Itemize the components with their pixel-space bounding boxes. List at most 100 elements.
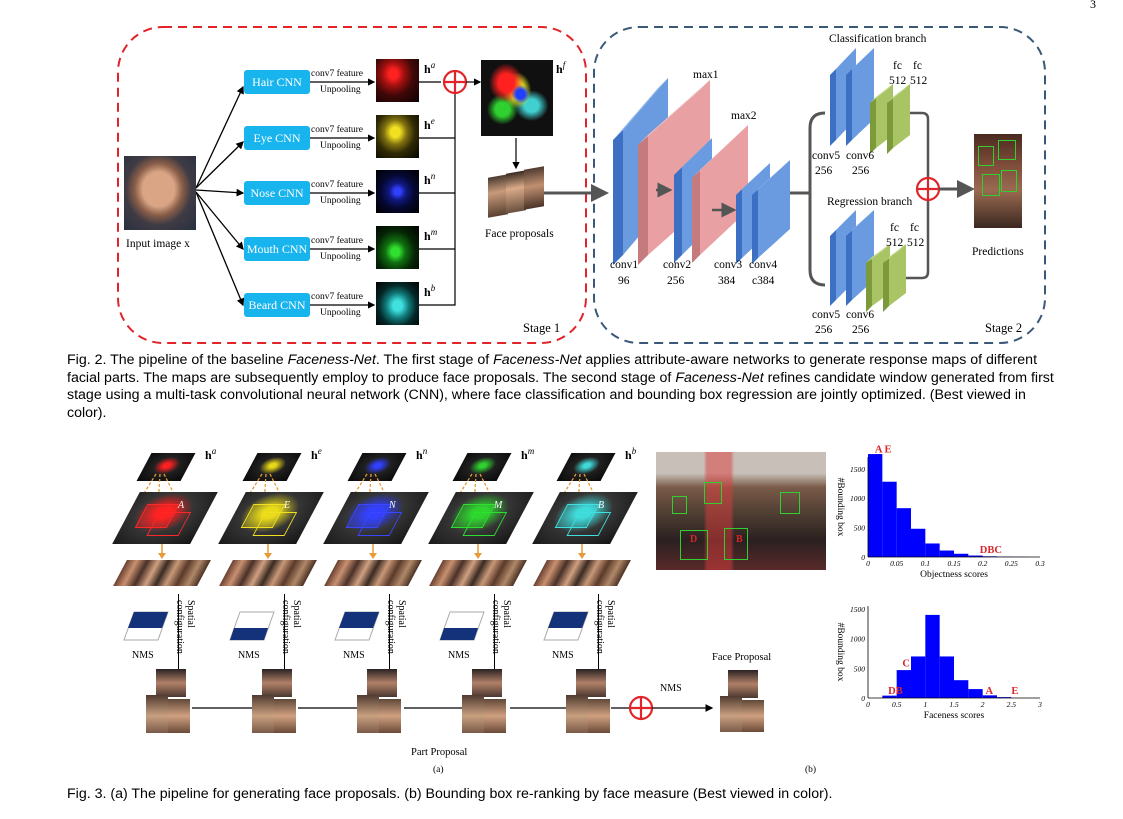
face-crop [742,700,764,732]
fc-label: fc [890,222,899,234]
unpool-label: Unpooling [320,308,361,318]
max1-label: max1 [693,69,719,81]
conv7-label: conv7 feature [311,180,363,190]
mouth-response-map [376,226,419,269]
histogram-bar [868,454,883,557]
fc-label: fc [913,60,922,72]
y-tick-label: 500 [854,524,866,533]
y-tick-label: 0 [861,553,865,562]
nms-label: NMS [448,650,470,661]
x-axis-label: Faceness scores [924,711,985,721]
y-tick-label: 1500 [850,605,865,614]
conv5-label: conv5 [812,150,841,162]
spatial-config-label: Spatial configuration [280,600,302,654]
spatial-config-glyph [543,611,589,641]
face-crop [720,696,742,732]
final-nms-label: NMS [660,683,682,694]
face-strip [219,560,317,586]
conv3-label: conv3 [714,259,743,271]
fc-size: 512 [910,75,928,87]
spatial-config-glyph [439,611,485,641]
nms-arrow [652,704,714,712]
down-arrow [369,544,377,559]
conv3-size: 384 [718,275,736,287]
part-map-letter: N [389,500,396,511]
conv4-label: conv4 [749,259,778,271]
photo-label-B: B [736,534,743,545]
column-connector [178,594,180,672]
conv7-label: conv7 feature [311,125,363,135]
beard-response-map [376,282,419,325]
down-arrow [474,544,482,559]
column-connector [494,594,496,672]
unpool-label: Unpooling [320,252,361,262]
nose-cnn-box: Nose CNN [244,181,310,205]
spatial-config-glyph [229,611,275,641]
predictions-label: Predictions [972,246,1024,258]
fc-size: 512 [889,75,907,87]
x-tick-label: 2 [981,700,985,709]
fc-label: fc [910,222,919,234]
input-face-image [124,156,196,230]
conv4-size: c384 [752,275,775,287]
down-arrow [578,544,586,559]
fig3a-diagram [192,695,654,721]
score-annotation: A [986,686,994,697]
h-symbol-eye: he [424,116,435,132]
subfig-b-label: (b) [805,765,817,775]
column-connector [284,594,286,672]
x-tick-label: 1.5 [949,700,959,709]
part-face-proposal [357,669,403,733]
beard-cnn-box: Beard CNN [244,293,310,317]
histogram-bar [896,508,911,557]
score-annotation: DBC [980,545,1002,556]
histogram-bar [982,695,997,698]
faceness-histogram: 0 0.5 1 1.5 2 2.5 3 0 500 1000 1500 Faceness scores… [835,605,1042,721]
objectness-histogram: 0 0.05 0.1 0.15 0.2 0.25 0.3 0 500 1000 1500 Object… [835,445,1045,580]
nms-label: NMS [132,650,154,661]
combined-response-map [481,60,553,136]
score-annotation: E [1011,686,1018,697]
conv2-label: conv2 [663,259,692,271]
y-tick-label: 500 [854,664,866,673]
detection-box [724,528,748,560]
stage2-label: Stage 2 [985,321,1023,335]
part-face-proposal [252,669,298,733]
part-face-proposal [146,669,192,733]
conv6-label: conv6 [846,309,875,321]
conv5-size: 256 [815,324,833,336]
spatial-config-label: Spatial configuration [385,600,407,654]
unpool-label: Unpooling [320,196,361,206]
part-face-proposal [566,669,612,733]
detection-box [672,496,687,514]
x-tick-label: 0.15 [947,559,960,568]
histogram-bar [954,680,969,698]
y-tick-label: 0 [861,694,865,703]
x-tick-label: 0 [866,559,870,568]
down-arrow [158,544,166,559]
face-proposal-label: Face Proposal [712,652,772,663]
detection-box [1001,170,1017,192]
hf-symbol: hf [556,60,566,76]
down-arrow [264,544,272,559]
spatial-config-glyph [334,611,380,641]
classification-branch-label: Classification branch [829,33,927,45]
part-map-letter: E [284,500,291,511]
unpool-label: Unpooling [320,85,361,95]
detection-box [704,482,722,504]
h-symbol-mouth: hm [424,227,438,243]
spatial-config-label: Spatial configuration [490,600,512,654]
fig2-caption: Fig. 2. The pipeline of the baseline Fac… [67,352,1054,421]
detection-box [982,174,1000,196]
histogram-bar [882,481,897,557]
part-map-letter: B [598,500,605,511]
stage1-label: Stage 1 [523,321,561,335]
conv1-label: conv1 [610,259,639,271]
x-tick-label: 0.3 [1035,559,1045,568]
x-tick-label: 0.5 [892,700,902,709]
detection-box [680,530,708,560]
x-axis-label: Objectness scores [920,570,988,580]
x-tick-label: 1 [923,700,927,709]
face-strip [113,560,211,586]
hair-response-map [376,59,419,102]
